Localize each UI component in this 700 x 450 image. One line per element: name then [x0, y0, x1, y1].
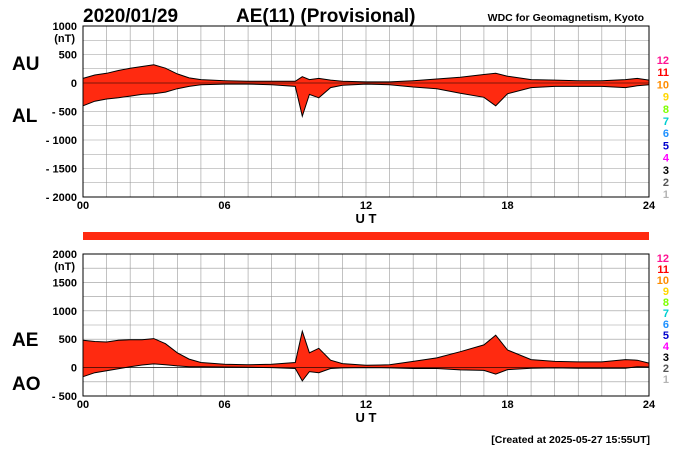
- lower-series-line: [82, 83, 650, 118]
- filled-range-area: [83, 331, 649, 381]
- station-count-label: 11: [657, 67, 669, 79]
- y-tick-label: - 1000: [46, 135, 77, 147]
- au-al-unit-label: (nT): [54, 33, 75, 45]
- x-tick-label: 24: [643, 399, 656, 411]
- created-timestamp: [Created at 2025-05-27 15:55UT]: [491, 434, 650, 446]
- upper-series-line: [82, 64, 650, 83]
- x-tick-label: 18: [501, 399, 513, 411]
- organization-label: WDC for Geomagnetism, Kyoto: [488, 12, 644, 24]
- station-count-label: 9: [663, 92, 669, 104]
- separator-bar: [83, 232, 649, 240]
- station-count-label: 10: [657, 275, 669, 287]
- station-count-label: 7: [663, 116, 669, 128]
- ae-ao-x-ticks: 00 06 12 18 24: [77, 399, 656, 411]
- ae-ao-y-ticks: 2000 1500 1000 500 0 - 500: [52, 249, 77, 403]
- station-count-label: 1: [663, 189, 669, 201]
- x-tick-label: 00: [77, 399, 89, 411]
- y-tick-label: 1000: [53, 306, 77, 318]
- station-count-label: 1: [663, 374, 669, 386]
- ae-ao-unit-label: (nT): [54, 261, 75, 273]
- au-al-x-axis-label: U T: [356, 211, 377, 226]
- ae-ao-x-axis-label: U T: [356, 410, 377, 425]
- station-count-label: 2: [663, 177, 669, 189]
- station-count-label: 9: [663, 286, 669, 298]
- au-al-grid: [83, 26, 649, 197]
- y-tick-label: 0: [71, 78, 77, 90]
- station-count-label: 5: [663, 140, 669, 152]
- index-title: AE(11) (Provisional): [236, 6, 416, 27]
- x-tick-label: 00: [77, 200, 89, 212]
- au-al-frame: [82, 25, 650, 198]
- station-count-label: 11: [657, 264, 669, 276]
- al-label: AL: [12, 106, 38, 127]
- y-tick-label: 1000: [53, 21, 77, 33]
- station-count-label: 10: [657, 79, 669, 91]
- y-tick-label: 500: [59, 50, 77, 62]
- y-tick-label: 2000: [53, 249, 77, 261]
- station-count-label: 6: [663, 128, 669, 140]
- x-tick-label: 18: [501, 200, 513, 212]
- x-tick-label: 06: [218, 200, 230, 212]
- ae-ao-area: [82, 329, 650, 382]
- station-count-label: 7: [663, 308, 669, 320]
- station-count-label: 8: [663, 297, 669, 309]
- y-tick-label: - 1500: [46, 164, 77, 176]
- y-tick-label: - 500: [52, 107, 77, 119]
- station-count-label: 3: [663, 165, 669, 177]
- station-count-label: 5: [663, 330, 669, 342]
- station-count-label: 12: [657, 253, 669, 265]
- y-tick-label: 500: [59, 334, 77, 346]
- ae-label: AE: [12, 330, 38, 351]
- au-al-y-ticks: 1000 500 0 - 500 - 1000 - 1500 - 2000: [46, 21, 77, 204]
- station-count-label: 12: [657, 55, 669, 67]
- station-count-label: 3: [663, 352, 669, 364]
- ao-label: AO: [12, 374, 41, 395]
- y-tick-label: 0: [71, 363, 77, 375]
- station-count-label: 6: [663, 319, 669, 331]
- ae-ao-grid: [83, 254, 649, 396]
- au-al-x-ticks: 00 06 12 18 24: [77, 200, 656, 212]
- upper-series-line: [82, 329, 650, 366]
- y-tick-label: - 2000: [46, 192, 77, 204]
- station-count-label: 8: [663, 104, 669, 116]
- station-count-label: 2: [663, 363, 669, 375]
- y-tick-label: 1500: [53, 277, 77, 289]
- au-label: AU: [12, 54, 39, 75]
- lower-series-line: [82, 363, 650, 382]
- station-count-label: 4: [663, 153, 670, 165]
- au-al-area: [82, 64, 650, 118]
- filled-range-area: [83, 64, 649, 117]
- ae-ao-frame: [82, 253, 650, 397]
- station-count-label: 4: [663, 341, 670, 353]
- x-tick-label: 12: [360, 399, 372, 411]
- date-title: 2020/01/29: [83, 6, 178, 27]
- y-tick-label: - 500: [52, 391, 77, 403]
- x-tick-label: 06: [218, 399, 230, 411]
- x-tick-label: 12: [360, 200, 372, 212]
- x-tick-label: 24: [643, 200, 656, 212]
